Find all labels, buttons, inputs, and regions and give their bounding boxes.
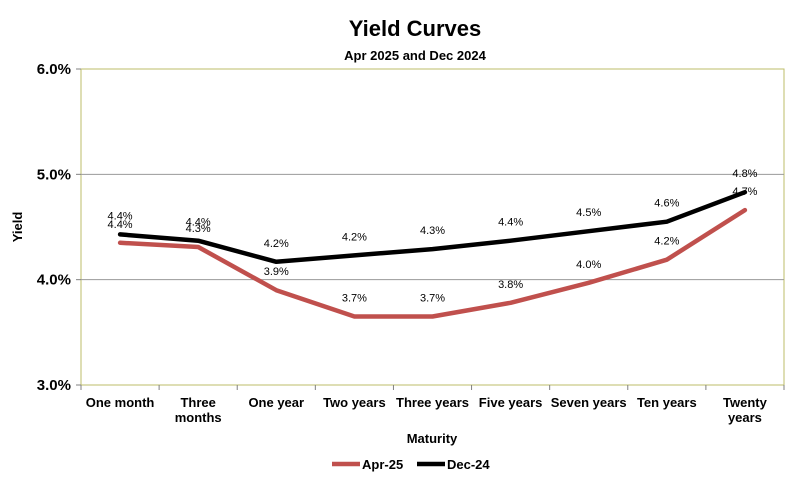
x-tick-label-line: Seven years (551, 395, 627, 410)
legend-label: Dec-24 (447, 457, 490, 472)
x-tick-label-line: Ten years (637, 395, 697, 410)
x-tick-label-line: Twenty (723, 395, 768, 410)
data-label: 3.8% (498, 279, 523, 291)
x-tick-label-line: Five years (479, 395, 543, 410)
data-label: 4.4% (498, 217, 523, 229)
x-tick-label-line: years (728, 410, 762, 425)
data-label: 4.2% (342, 231, 367, 243)
x-tick-label: Three months (175, 395, 222, 425)
y-tick-label: 5.0% (37, 166, 71, 183)
plot-area (80, 68, 785, 386)
data-label: 4.3% (420, 225, 445, 237)
data-label: 3.7% (420, 293, 445, 305)
chart-title: Yield Curves (349, 16, 481, 41)
x-tick-label: Three years (396, 395, 469, 410)
data-label: 4.4% (108, 210, 133, 222)
data-labels: 4.4% 4.3%3.9%3.7% 3.7%3.8%4.0%4.2%4.7%4.4%… (108, 168, 758, 304)
x-tick-label: One year (248, 395, 304, 410)
data-label: 4.5% (576, 207, 601, 219)
x-tick-label: One month (86, 395, 155, 410)
x-tick-label-line: Two years (323, 395, 386, 410)
x-tick-label-line: One year (248, 395, 304, 410)
legend-label: Apr-25 (362, 457, 403, 472)
x-tick-label: Five years (479, 395, 543, 410)
chart-subtitle: Apr 2025 and Dec 2024 (344, 48, 486, 63)
legend: Apr-25 Dec-24 (332, 457, 490, 472)
data-label: 3.9% (264, 266, 289, 278)
y-tick-label: 4.0% (37, 272, 71, 289)
data-label: 4.3% (186, 223, 211, 235)
data-label: 4.2% (264, 238, 289, 250)
y-axis-title: Yield (10, 212, 25, 243)
x-axis-ticks: One month Three months One year Two years Thr… (80, 385, 785, 425)
x-tick-label-line: One month (86, 395, 155, 410)
data-label: 4.6% (654, 198, 679, 210)
data-label: 4.2% (654, 236, 679, 248)
x-tick-label: Twenty years (723, 395, 768, 425)
x-tick-label: Seven years (551, 395, 627, 410)
gridlines (81, 173, 784, 281)
data-label: 4.4% (186, 217, 211, 229)
y-tick-label: 3.0% (37, 377, 71, 394)
x-axis-title: Maturity (407, 431, 458, 446)
data-label: 4.8% (732, 168, 757, 180)
x-tick-label-line: Three years (396, 395, 469, 410)
series-line-dec-24 (117, 189, 748, 265)
data-label: 3.7% (342, 293, 367, 305)
y-tick-label: 6.0% (37, 61, 71, 78)
x-tick-label: Ten years (637, 395, 697, 410)
data-label: 4.4% (108, 219, 133, 231)
x-tick-label-line: Three (180, 395, 215, 410)
x-tick-label: Two years (323, 395, 386, 410)
y-axis-ticks: 3.0% 4.0% 5.0% 6.0% (37, 61, 81, 394)
x-tick-label-line: months (175, 410, 222, 425)
series-line-apr-25 (117, 207, 748, 319)
data-label: 4.7% (732, 186, 757, 198)
data-label: 4.0% (576, 259, 601, 271)
series-lines (117, 189, 748, 319)
